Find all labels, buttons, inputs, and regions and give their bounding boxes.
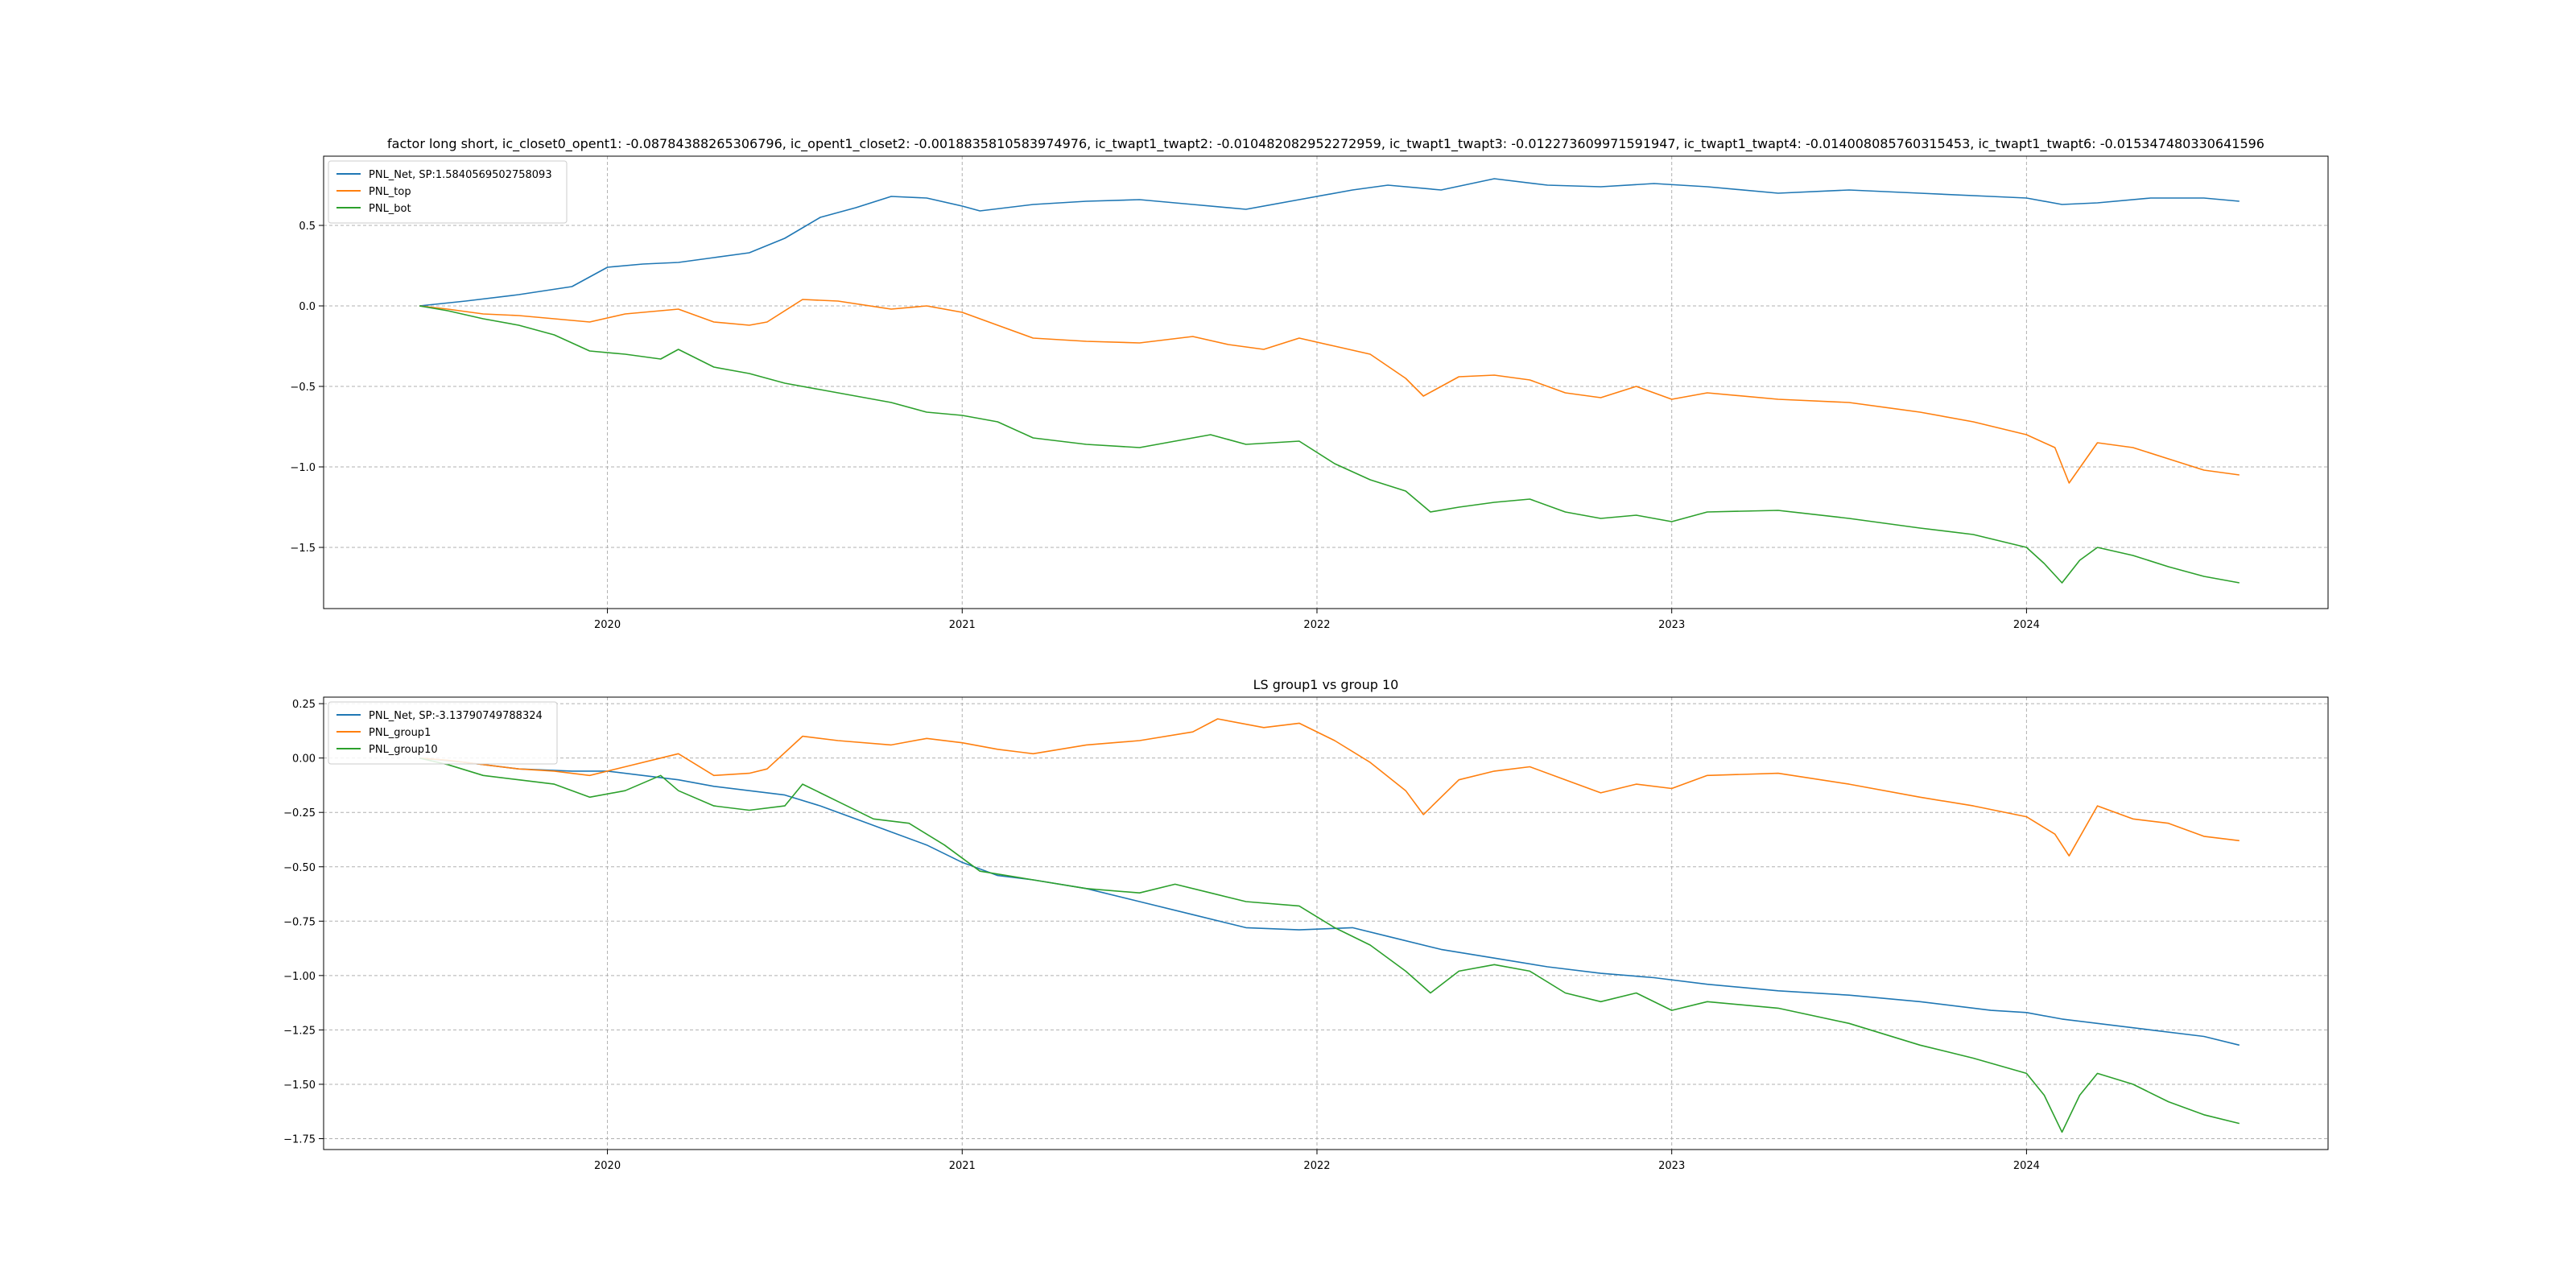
y-tick-label: −1.25 bbox=[283, 1025, 316, 1037]
y-tick-label: 0.5 bbox=[299, 221, 316, 233]
series-line-pnl-net bbox=[419, 757, 2240, 1046]
chart-title: LS group1 vs group 10 bbox=[1253, 677, 1399, 692]
x-tick-label: 2024 bbox=[2013, 1160, 2040, 1172]
legend-label: PNL_Net, SP:1.5840569502758093 bbox=[369, 169, 552, 181]
chart-panel-factor-long-short: factor long short, ic_closet0_opent1: -0… bbox=[290, 136, 2329, 631]
y-tick-label: −0.50 bbox=[283, 862, 316, 874]
y-tick-label: −0.25 bbox=[283, 807, 316, 819]
x-tick-label: 2024 bbox=[2013, 619, 2040, 631]
x-tick-label: 2021 bbox=[949, 1160, 976, 1172]
x-tick-label: 2022 bbox=[1303, 619, 1330, 631]
y-tick-label: 0.0 bbox=[299, 301, 316, 313]
legend: PNL_Net, SP:1.5840569502758093 PNL_top PNL… bbox=[328, 160, 568, 224]
series-line-pnl-bot bbox=[419, 305, 2240, 584]
plot-frame bbox=[323, 155, 2329, 609]
y-tick-label: 0.00 bbox=[292, 753, 316, 766]
chart-title: factor long short, ic_closet0_opent1: -0… bbox=[387, 136, 2264, 152]
y-tick-label: −0.75 bbox=[283, 916, 316, 928]
y-tick-label: −1.00 bbox=[283, 971, 316, 983]
legend: PNL_Net, SP:-3.13790749788324 PNL_group1 P… bbox=[328, 701, 558, 765]
legend-box bbox=[328, 701, 558, 765]
y-tick-label: −1.75 bbox=[283, 1133, 316, 1146]
y-tick-label: −1.5 bbox=[290, 543, 316, 555]
chart-panel-ls-group1-vs-group10: LS group1 vs group 10 2020 2021 2022 2023 202… bbox=[283, 677, 2329, 1172]
legend-label: PNL_bot bbox=[369, 203, 411, 215]
series-line-pnl-group1 bbox=[419, 718, 2240, 857]
legend-label: PNL_group10 bbox=[369, 744, 438, 756]
y-tick-label: −1.0 bbox=[290, 462, 316, 474]
legend-label: PNL_Net, SP:-3.13790749788324 bbox=[369, 710, 543, 722]
y-tick-label: −1.50 bbox=[283, 1080, 316, 1092]
y-tick-label: −0.5 bbox=[290, 382, 316, 394]
plot-frame bbox=[323, 696, 2329, 1150]
legend-box bbox=[328, 160, 568, 224]
series-line-pnl-top bbox=[419, 299, 2240, 484]
x-tick-label: 2022 bbox=[1303, 1160, 1330, 1172]
series-line-pnl-group10 bbox=[419, 757, 2240, 1133]
x-tick-label: 2021 bbox=[949, 619, 976, 631]
x-tick-label: 2023 bbox=[1658, 1160, 1685, 1172]
legend-label: PNL_group1 bbox=[369, 727, 431, 739]
x-tick-label: 2020 bbox=[594, 1160, 621, 1172]
legend-label: PNL_top bbox=[369, 186, 411, 198]
x-tick-label: 2020 bbox=[594, 619, 621, 631]
y-tick-label: 0.25 bbox=[292, 699, 316, 711]
series-line-pnl-net bbox=[419, 178, 2240, 307]
x-tick-label: 2023 bbox=[1658, 619, 1685, 631]
